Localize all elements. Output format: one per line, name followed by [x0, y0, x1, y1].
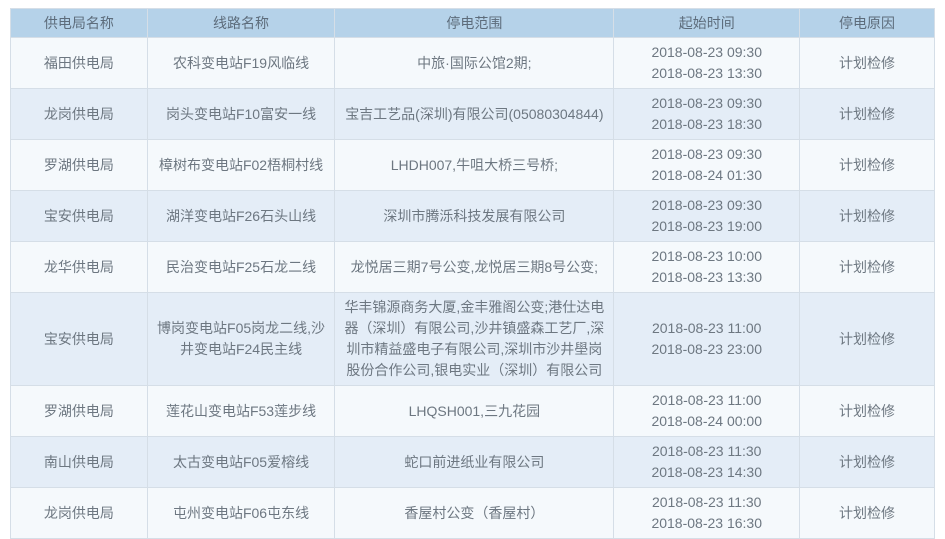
table-row: 宝安供电局 湖洋变电站F26石头山线 深圳市腾泺科技发展有限公司 2018-08…	[10, 190, 935, 242]
time-end: 2018-08-23 23:00	[651, 341, 762, 357]
cell-time: 2018-08-23 09:30 2018-08-23 18:30	[613, 88, 801, 140]
cell-scope: 华丰锦源商务大厦,金丰雅阁公变;港仕达电器（深圳）有限公司,沙井镇盛森工艺厂,深…	[334, 292, 615, 386]
cell-bureau: 龙岗供电局	[10, 88, 148, 140]
time-start: 2018-08-23 11:30	[651, 443, 762, 459]
cell-scope: 香屋村公变（香屋村）	[334, 487, 615, 539]
cell-line: 湖洋变电站F26石头山线	[146, 190, 336, 242]
time-start: 2018-08-23 09:30	[651, 197, 762, 213]
cell-scope: 深圳市腾泺科技发展有限公司	[334, 190, 615, 242]
cell-line: 岗头变电站F10富安一线	[146, 88, 336, 140]
cell-reason: 计划检修	[799, 37, 935, 89]
table-body: 福田供电局 农科变电站F19风临线 中旅·国际公馆2期; 2018-08-23 …	[10, 37, 935, 539]
table-header: 供电局名称 线路名称 停电范围 起始时间 停电原因	[10, 8, 935, 38]
cell-line: 太古变电站F05爱榕线	[146, 436, 336, 488]
cell-bureau: 龙岗供电局	[10, 487, 148, 539]
cell-scope: 蛇口前进纸业有限公司	[334, 436, 615, 488]
cell-time: 2018-08-23 09:30 2018-08-24 01:30	[613, 139, 801, 191]
cell-bureau: 龙华供电局	[10, 241, 148, 293]
time-start: 2018-08-23 09:30	[651, 44, 762, 60]
time-start: 2018-08-23 11:00	[651, 320, 762, 336]
cell-scope: LHDH007,牛咀大桥三号桥;	[334, 139, 615, 191]
cell-bureau: 宝安供电局	[10, 190, 148, 242]
header-cell-time: 起始时间	[613, 8, 801, 38]
header-cell-scope: 停电范围	[334, 8, 615, 38]
power-outage-table-container: 供电局名称 线路名称 停电范围 起始时间 停电原因 福田供电局 农科变电站F19…	[10, 8, 935, 539]
table-row: 龙岗供电局 岗头变电站F10富安一线 宝吉工艺品(深圳)有限公司(0508030…	[10, 88, 935, 140]
cell-reason: 计划检修	[799, 190, 935, 242]
time-start: 2018-08-23 11:30	[651, 494, 762, 510]
time-end: 2018-08-23 18:30	[651, 116, 762, 132]
cell-time: 2018-08-23 09:30 2018-08-23 13:30	[613, 37, 801, 89]
cell-bureau: 宝安供电局	[10, 292, 148, 386]
cell-bureau: 罗湖供电局	[10, 139, 148, 191]
table-row: 罗湖供电局 莲花山变电站F53莲步线 LHQSH001,三九花园 2018-08…	[10, 385, 935, 437]
time-end: 2018-08-23 13:30	[651, 65, 762, 81]
cell-time: 2018-08-23 11:00 2018-08-23 23:00	[613, 292, 801, 386]
cell-line: 屯州变电站F06屯东线	[146, 487, 336, 539]
table-header-row: 供电局名称 线路名称 停电范围 起始时间 停电原因	[10, 8, 935, 38]
cell-line: 农科变电站F19风临线	[146, 37, 336, 89]
cell-scope: 龙悦居三期7号公变,龙悦居三期8号公变;	[334, 241, 615, 293]
header-cell-reason: 停电原因	[799, 8, 935, 38]
cell-time: 2018-08-23 10:00 2018-08-23 13:30	[613, 241, 801, 293]
time-end: 2018-08-24 01:30	[651, 167, 762, 183]
power-outage-table: 供电局名称 线路名称 停电范围 起始时间 停电原因 福田供电局 农科变电站F19…	[10, 8, 935, 539]
time-end: 2018-08-23 16:30	[651, 515, 762, 531]
table-row: 南山供电局 太古变电站F05爱榕线 蛇口前进纸业有限公司 2018-08-23 …	[10, 436, 935, 488]
time-end: 2018-08-23 14:30	[651, 464, 762, 480]
time-start: 2018-08-23 10:00	[651, 248, 762, 264]
time-end: 2018-08-23 13:30	[651, 269, 762, 285]
cell-line: 博岗变电站F05岗龙二线,沙井变电站F24民主线	[146, 292, 336, 386]
cell-reason: 计划检修	[799, 436, 935, 488]
cell-reason: 计划检修	[799, 241, 935, 293]
table-row: 龙岗供电局 屯州变电站F06屯东线 香屋村公变（香屋村） 2018-08-23 …	[10, 487, 935, 539]
cell-line: 民治变电站F25石龙二线	[146, 241, 336, 293]
table-row: 福田供电局 农科变电站F19风临线 中旅·国际公馆2期; 2018-08-23 …	[10, 37, 935, 89]
cell-time: 2018-08-23 09:30 2018-08-23 19:00	[613, 190, 801, 242]
cell-time: 2018-08-23 11:30 2018-08-23 16:30	[613, 487, 801, 539]
header-cell-bureau: 供电局名称	[10, 8, 148, 38]
cell-reason: 计划检修	[799, 292, 935, 386]
time-start: 2018-08-23 11:00	[651, 392, 762, 408]
time-end: 2018-08-23 19:00	[651, 218, 762, 234]
time-start: 2018-08-23 09:30	[651, 146, 762, 162]
table-row: 宝安供电局 博岗变电站F05岗龙二线,沙井变电站F24民主线 华丰锦源商务大厦,…	[10, 292, 935, 386]
cell-scope: LHQSH001,三九花园	[334, 385, 615, 437]
table-row: 龙华供电局 民治变电站F25石龙二线 龙悦居三期7号公变,龙悦居三期8号公变; …	[10, 241, 935, 293]
cell-bureau: 福田供电局	[10, 37, 148, 89]
time-end: 2018-08-24 00:00	[651, 413, 762, 429]
table-row: 罗湖供电局 樟树布变电站F02梧桐村线 LHDH007,牛咀大桥三号桥; 201…	[10, 139, 935, 191]
time-start: 2018-08-23 09:30	[651, 95, 762, 111]
cell-time: 2018-08-23 11:30 2018-08-23 14:30	[613, 436, 801, 488]
header-cell-line: 线路名称	[146, 8, 336, 38]
cell-scope: 宝吉工艺品(深圳)有限公司(05080304844)	[334, 88, 615, 140]
cell-reason: 计划检修	[799, 487, 935, 539]
cell-line: 莲花山变电站F53莲步线	[146, 385, 336, 437]
cell-reason: 计划检修	[799, 139, 935, 191]
cell-line: 樟树布变电站F02梧桐村线	[146, 139, 336, 191]
cell-reason: 计划检修	[799, 385, 935, 437]
cell-scope: 中旅·国际公馆2期;	[334, 37, 615, 89]
cell-bureau: 罗湖供电局	[10, 385, 148, 437]
cell-reason: 计划检修	[799, 88, 935, 140]
cell-bureau: 南山供电局	[10, 436, 148, 488]
cell-time: 2018-08-23 11:00 2018-08-24 00:00	[613, 385, 801, 437]
